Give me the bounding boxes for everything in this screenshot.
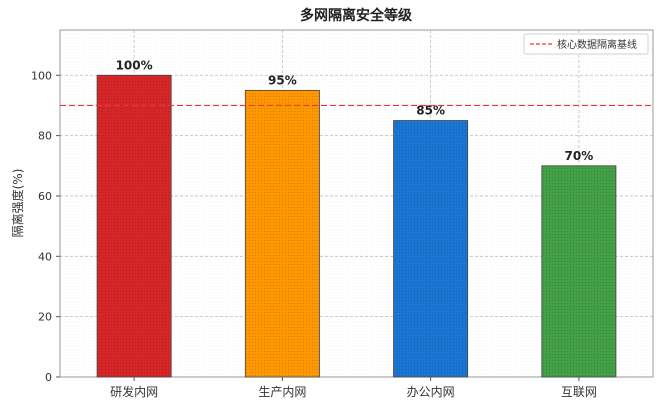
y-tick-label: 0: [45, 371, 52, 384]
x-axis-ticks: 研发内网 生产内网 办公内网 互联网: [110, 377, 597, 399]
y-tick-label: 40: [38, 250, 52, 263]
x-tick-label: 办公内网: [407, 384, 455, 399]
bar-value-label: 95%: [268, 73, 297, 87]
plot-frame: [59, 29, 654, 378]
y-tick-label: 80: [38, 130, 52, 143]
x-tick-label: 生产内网: [258, 385, 306, 399]
y-tick-label: 60: [38, 190, 52, 203]
chart-title: 多网隔离安全等级: [300, 7, 413, 24]
x-tick-label: 研发内网: [110, 384, 158, 399]
y-tick-label: 100: [31, 69, 52, 82]
legend: 核心数据隔离基线: [523, 33, 649, 55]
bar-texture: [97, 75, 172, 378]
bar-value-labels: 100% 95% 85% 70%: [116, 58, 594, 163]
legend-box: [523, 33, 649, 55]
y-axis-ticks: 0 20 40 60 80 100: [31, 69, 60, 384]
bar-texture: [541, 165, 616, 377]
bar-texture: [393, 120, 468, 378]
bars: [96, 74, 617, 378]
bar-value-label: 100%: [116, 58, 153, 72]
bar-value-label: 70%: [565, 149, 594, 163]
x-tick-label: 互联网: [561, 385, 597, 399]
bar-value-label: 85%: [416, 104, 445, 118]
legend-label: 核心数据隔离基线: [557, 38, 637, 51]
y-tick-label: 20: [38, 311, 52, 324]
bar-texture: [245, 90, 320, 377]
y-axis-label: 隔离强度(%): [10, 169, 25, 238]
